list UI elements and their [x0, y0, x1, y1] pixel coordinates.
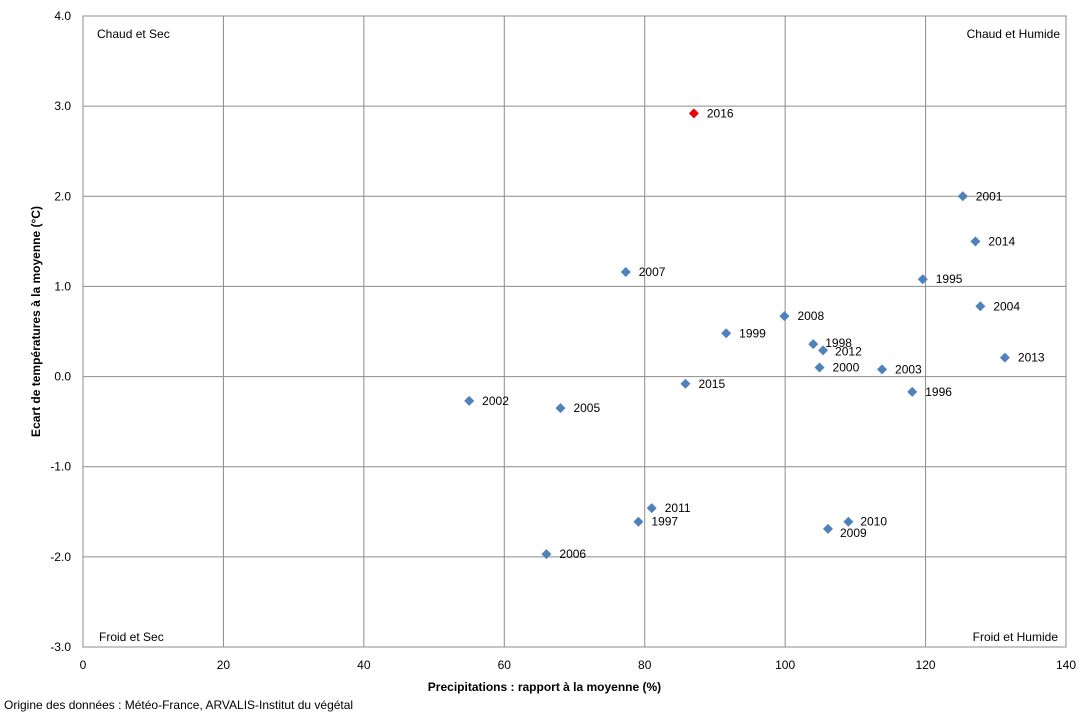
- data-point-2010: [843, 516, 854, 527]
- point-label-1998: 1998: [825, 336, 852, 350]
- tick-labels: 0 20 40 60 80 100 120 140 4.0 3.0 2.0 1.0 0.0 -1.0 -2.…: [50, 9, 1076, 672]
- data-points: 2016 2001 2014 2007 1995 2004 2008 1999 19982012…: [464, 106, 1045, 561]
- data-point-2009: [822, 523, 833, 534]
- data-point-2007: [620, 267, 631, 278]
- point-label-2000: 2000: [833, 361, 860, 375]
- quadrant-label-bottom-right: Froid et Humide: [973, 630, 1059, 644]
- point-label-2004: 2004: [993, 299, 1020, 313]
- data-point-1999: [721, 328, 732, 339]
- data-point-2000: [814, 362, 825, 373]
- data-point-2011: [646, 503, 657, 514]
- point-label-2013: 2013: [1018, 351, 1045, 365]
- point-label-1995: 1995: [936, 272, 963, 286]
- x-tick-label: 60: [498, 658, 512, 672]
- point-label-2014: 2014: [988, 234, 1015, 248]
- point-label-2007: 2007: [639, 265, 666, 279]
- data-point-1995: [917, 274, 928, 285]
- data-point-2014: [970, 236, 981, 247]
- data-point-2013: [999, 352, 1010, 363]
- quadrant-label-top-left: Chaud et Sec: [97, 27, 170, 41]
- point-label-2005: 2005: [573, 401, 600, 415]
- point-label-2009: 2009: [840, 526, 867, 540]
- point-label-2012: 2012: [835, 344, 862, 358]
- x-tick-label: 0: [80, 658, 87, 672]
- x-tick-label: 40: [357, 658, 371, 672]
- plot-border: [82, 15, 1067, 648]
- point-label-1997: 1997: [651, 515, 678, 529]
- quadrant-label-bottom-left: Froid et Sec: [99, 630, 164, 644]
- point-label-2003: 2003: [895, 362, 922, 376]
- data-point-2005: [555, 403, 566, 414]
- x-tick-label: 80: [638, 658, 652, 672]
- point-label-2015: 2015: [698, 377, 725, 391]
- y-tick-label: 4.0: [54, 9, 71, 23]
- point-label-2016: 2016: [707, 106, 734, 120]
- point-label-1996: 1996: [925, 385, 952, 399]
- y-axis-title: Ecart de températures à la moyenne (°C): [29, 206, 43, 437]
- point-label-1999: 1999: [739, 326, 766, 340]
- data-point-1996: [907, 386, 918, 397]
- data-point-2002: [464, 395, 475, 406]
- data-point-1997: [633, 516, 644, 527]
- point-label-2002: 2002: [482, 394, 509, 408]
- point-label-2001: 2001: [976, 189, 1003, 203]
- x-tick-label: 120: [916, 658, 936, 672]
- y-tick-label: -3.0: [50, 640, 71, 654]
- data-point-2004: [975, 301, 986, 312]
- x-axis-title: Precipitations : rapport à la moyenne (%…: [428, 680, 661, 694]
- y-tick-label: -1.0: [50, 460, 71, 474]
- data-point-2008: [779, 311, 790, 322]
- data-point-1998: [808, 339, 819, 350]
- y-tick-label: 0.0: [54, 370, 71, 384]
- x-tick-label: 20: [217, 658, 231, 672]
- x-tick-label: 140: [1056, 658, 1076, 672]
- point-label-2008: 2008: [797, 309, 824, 323]
- point-label-2006: 2006: [559, 547, 586, 561]
- point-label-2011: 2011: [665, 501, 691, 515]
- y-tick-label: -2.0: [50, 550, 71, 564]
- point-label-2010: 2010: [860, 515, 887, 529]
- grid: [82, 15, 1067, 648]
- x-tick-label: 100: [775, 658, 795, 672]
- y-tick-label: 1.0: [54, 279, 71, 293]
- data-point-2012: [818, 345, 829, 356]
- y-tick-label: 2.0: [54, 189, 71, 203]
- data-point-2016: [688, 108, 699, 119]
- y-tick-label: 3.0: [54, 99, 71, 113]
- data-point-2006: [541, 549, 552, 560]
- data-point-2003: [877, 364, 888, 375]
- data-point-2001: [957, 191, 968, 202]
- quadrant-label-top-right: Chaud et Humide: [967, 27, 1061, 41]
- source-note: Origine des données : Météo-France, ARVA…: [4, 698, 354, 712]
- data-point-2015: [680, 378, 691, 389]
